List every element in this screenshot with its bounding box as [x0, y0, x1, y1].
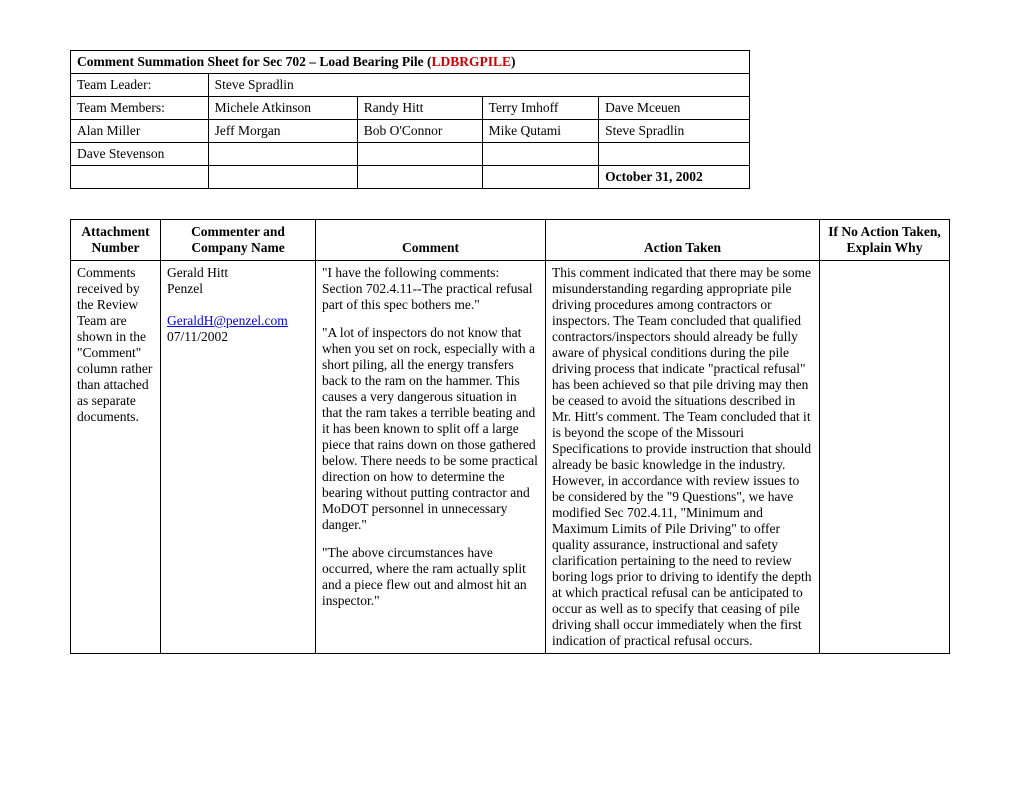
header-noaction: If No Action Taken, Explain Why — [820, 220, 950, 261]
table-row: Comments received by the Review Team are… — [71, 261, 950, 654]
noaction-cell — [820, 261, 950, 654]
comment-para: "The above circumstances have occurred, … — [322, 545, 539, 609]
empty-cell — [71, 166, 209, 189]
empty-cell — [599, 143, 750, 166]
member-cell: Bob O'Connor — [357, 120, 482, 143]
member-cell: Alan Miller — [71, 120, 209, 143]
member-cell: Terry Imhoff — [482, 97, 598, 120]
member-cell: Michele Atkinson — [208, 97, 357, 120]
member-cell: Steve Spradlin — [599, 120, 750, 143]
member-cell: Dave Mceuen — [599, 97, 750, 120]
title-prefix: Comment Summation Sheet for Sec 702 – Lo… — [77, 54, 431, 69]
header-attachment: Attachment Number — [71, 220, 161, 261]
title-code: LDBRGPILE — [431, 54, 511, 69]
empty-cell — [357, 143, 482, 166]
empty-cell — [208, 166, 357, 189]
attachment-cell: Comments received by the Review Team are… — [71, 261, 161, 654]
team-members-label: Team Members: — [71, 97, 209, 120]
member-cell: Mike Qutami — [482, 120, 598, 143]
team-leader-label: Team Leader: — [71, 74, 209, 97]
empty-cell — [208, 143, 357, 166]
header-table: Comment Summation Sheet for Sec 702 – Lo… — [70, 50, 750, 189]
team-leader-value: Steve Spradlin — [208, 74, 749, 97]
commenter-date: 07/11/2002 — [167, 329, 309, 345]
empty-cell — [482, 143, 598, 166]
commenter-company: Penzel — [167, 281, 309, 297]
comment-para: "A lot of inspectors do not know that wh… — [322, 325, 539, 533]
comment-cell: "I have the following comments: Section … — [316, 261, 546, 654]
member-cell: Dave Stevenson — [71, 143, 209, 166]
commenter-email[interactable]: GeraldH@penzel.com — [167, 313, 288, 328]
empty-cell — [482, 166, 598, 189]
member-cell: Randy Hitt — [357, 97, 482, 120]
title-cell: Comment Summation Sheet for Sec 702 – Lo… — [71, 51, 750, 74]
empty-cell — [357, 166, 482, 189]
header-commenter: Commenter and Company Name — [161, 220, 316, 261]
date-cell: October 31, 2002 — [599, 166, 750, 189]
commenter-name: Gerald Hitt — [167, 265, 309, 281]
header-action: Action Taken — [546, 220, 820, 261]
header-comment: Comment — [316, 220, 546, 261]
comment-para: "I have the following comments: Section … — [322, 265, 539, 313]
commenter-cell: Gerald Hitt Penzel GeraldH@penzel.com 07… — [161, 261, 316, 654]
title-suffix: ) — [511, 54, 516, 69]
main-table: Attachment Number Commenter and Company … — [70, 219, 950, 654]
action-cell: This comment indicated that there may be… — [546, 261, 820, 654]
member-cell: Jeff Morgan — [208, 120, 357, 143]
